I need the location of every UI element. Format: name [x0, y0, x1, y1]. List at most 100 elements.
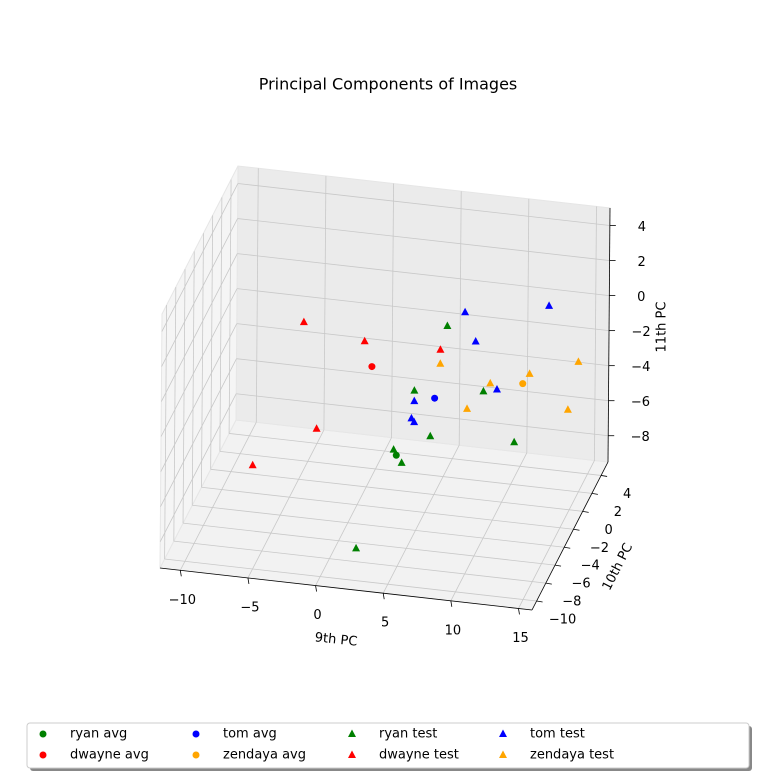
grid-line — [219, 450, 592, 494]
y-tick-label: −4 — [581, 559, 600, 574]
grid-line — [450, 452, 528, 602]
grid-line — [594, 206, 597, 461]
grid-line — [182, 269, 186, 524]
legend-label: ryan test — [379, 727, 437, 742]
grid-line — [228, 179, 232, 434]
grid-line — [201, 486, 574, 530]
point — [397, 458, 406, 466]
point — [436, 345, 445, 353]
grid-line — [201, 233, 204, 488]
tick-mark — [564, 546, 571, 549]
legend-label: dwayne test — [379, 748, 459, 763]
point — [463, 404, 472, 412]
tick-mark — [591, 492, 598, 495]
grid-line — [160, 253, 238, 402]
y-tick-label: −10 — [549, 613, 576, 628]
legend-marker — [39, 730, 47, 738]
point — [492, 384, 501, 393]
tick-mark — [582, 510, 589, 513]
grid-line — [210, 215, 214, 470]
point — [431, 394, 439, 402]
grid-line — [161, 183, 239, 332]
tick-mark — [601, 475, 608, 477]
tick-mark — [573, 528, 580, 531]
grid-line — [219, 197, 223, 452]
z-tick-label: −4 — [631, 360, 650, 375]
point — [545, 301, 554, 309]
grid-line — [179, 422, 257, 571]
tick-mark — [536, 600, 543, 603]
grid-line — [164, 558, 537, 602]
legend-marker — [499, 729, 507, 737]
point — [574, 357, 583, 365]
z-tick-label: 4 — [638, 220, 646, 235]
grid-line — [255, 168, 259, 423]
grid-line — [182, 522, 556, 566]
point — [368, 363, 376, 371]
tick-mark — [545, 582, 552, 585]
grid-line — [161, 218, 238, 367]
point — [392, 451, 400, 459]
grid-line — [247, 429, 325, 579]
point — [436, 359, 445, 367]
point — [410, 396, 419, 405]
point — [510, 437, 519, 446]
y-tick-label: 0 — [605, 523, 613, 538]
point — [471, 336, 480, 345]
y-tick-label: −6 — [571, 577, 590, 592]
legend-label: dwayne avg — [70, 748, 149, 763]
grid-line — [164, 305, 168, 560]
legend-marker — [499, 750, 507, 758]
z-tick-label: −8 — [631, 430, 650, 445]
grid-line — [210, 468, 583, 512]
grid-line — [382, 445, 460, 594]
point — [410, 417, 419, 426]
x-tick-label: −10 — [169, 593, 196, 608]
point — [410, 386, 419, 394]
x-tick-label: 10 — [445, 623, 462, 638]
grid-line — [237, 183, 610, 226]
z-tick-label: −2 — [631, 325, 650, 340]
x-tick-label: −5 — [240, 600, 259, 615]
y-tick-label: 4 — [623, 487, 631, 502]
legend-marker — [39, 751, 47, 759]
y-axis-line — [531, 461, 609, 611]
point — [443, 321, 452, 329]
y-tick-label: −2 — [590, 541, 609, 556]
z-axis-label: 11th PC — [655, 302, 670, 353]
tick-mark — [247, 577, 250, 584]
point — [299, 317, 308, 326]
grid-line — [518, 460, 595, 609]
legend-marker — [192, 751, 200, 759]
grid-line — [237, 218, 610, 261]
grid-line — [236, 288, 610, 332]
tick-mark — [382, 593, 385, 600]
grid-line — [315, 437, 392, 586]
x-tick-label: 0 — [313, 608, 321, 623]
point — [461, 307, 470, 316]
z-tick-label: 0 — [637, 290, 645, 305]
legend-marker — [348, 750, 356, 758]
tick-mark — [554, 564, 562, 567]
grid-line — [173, 287, 177, 542]
point — [563, 405, 572, 413]
grid-line — [236, 393, 609, 437]
grid-line — [236, 323, 609, 367]
y-tick-label: −8 — [562, 595, 581, 610]
point — [389, 445, 398, 453]
x-tick-label: 15 — [512, 631, 529, 646]
point — [360, 336, 369, 345]
legend-marker — [192, 730, 200, 738]
point — [312, 424, 321, 432]
legend — [26, 722, 750, 769]
grid-line — [192, 504, 565, 548]
grid-line — [229, 433, 602, 476]
grid-line — [237, 253, 610, 296]
back-pane — [235, 165, 611, 463]
legend-label: tom avg — [223, 727, 277, 742]
tick-mark — [179, 570, 182, 577]
legend-label: ryan avg — [70, 727, 127, 742]
chart-title: Principal Components of Images — [259, 75, 518, 94]
x-axis-label: 9th PC — [314, 630, 358, 649]
z-tick-label: −6 — [631, 395, 650, 410]
